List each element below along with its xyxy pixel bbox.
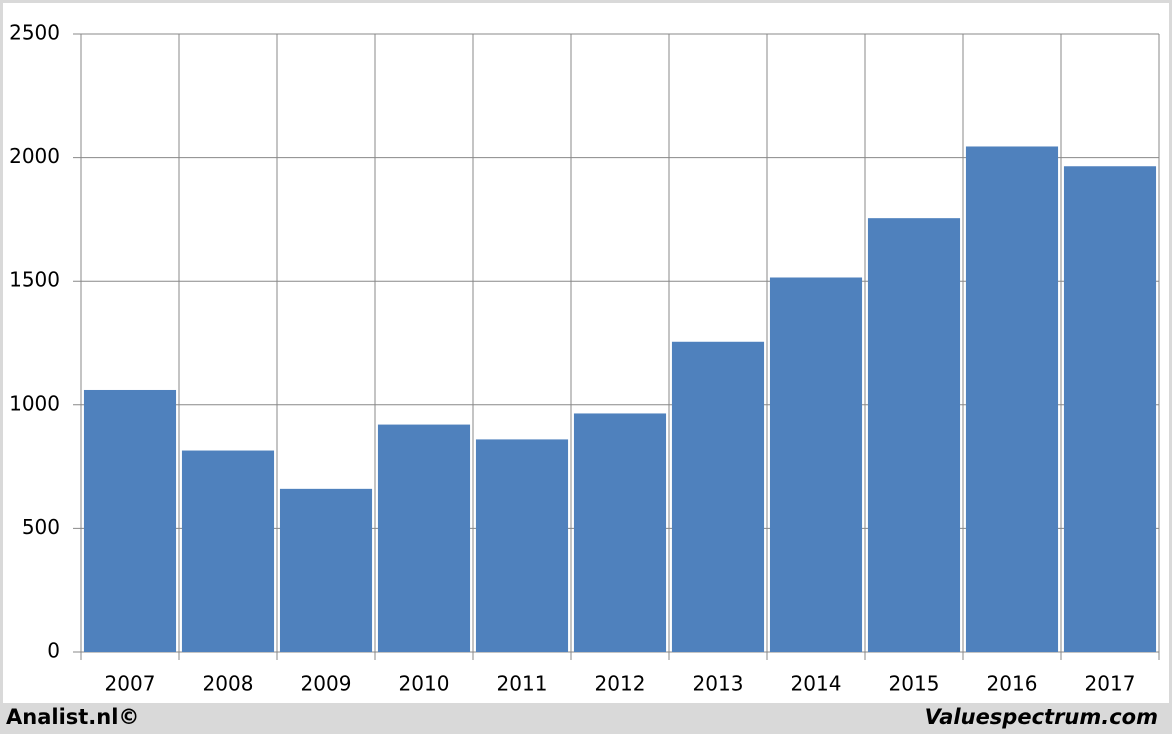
x-tick-label: 2007	[105, 672, 156, 696]
y-tick-label: 1000	[9, 391, 60, 415]
x-tick-label: 2009	[301, 672, 352, 696]
y-tick-label: 2500	[9, 21, 60, 45]
bar	[377, 424, 471, 652]
bar	[671, 341, 765, 652]
x-tick-label: 2013	[693, 672, 744, 696]
x-tick-label: 2012	[595, 672, 646, 696]
x-tick-label: 2010	[399, 672, 450, 696]
bar	[769, 277, 863, 652]
bar	[867, 218, 961, 652]
bar	[83, 389, 177, 652]
bar	[181, 450, 275, 652]
y-tick-label: 2000	[9, 144, 60, 168]
x-tick-label: 2016	[987, 672, 1038, 696]
bar	[965, 146, 1059, 652]
x-tick-label: 2015	[889, 672, 940, 696]
y-tick-label: 500	[22, 515, 60, 539]
x-tick-label: 2017	[1085, 672, 1136, 696]
x-tick-label: 2014	[791, 672, 842, 696]
y-tick-label: 0	[47, 639, 60, 663]
bar	[573, 413, 667, 652]
bar	[279, 488, 373, 652]
x-tick-label: 2011	[497, 672, 548, 696]
y-tick-label: 1500	[9, 268, 60, 292]
footer-left: Analist.nl©	[6, 705, 139, 729]
bar	[475, 439, 569, 652]
bar	[1063, 166, 1157, 652]
x-tick-label: 2008	[203, 672, 254, 696]
footer-right: Valuespectrum.com	[925, 705, 1158, 729]
